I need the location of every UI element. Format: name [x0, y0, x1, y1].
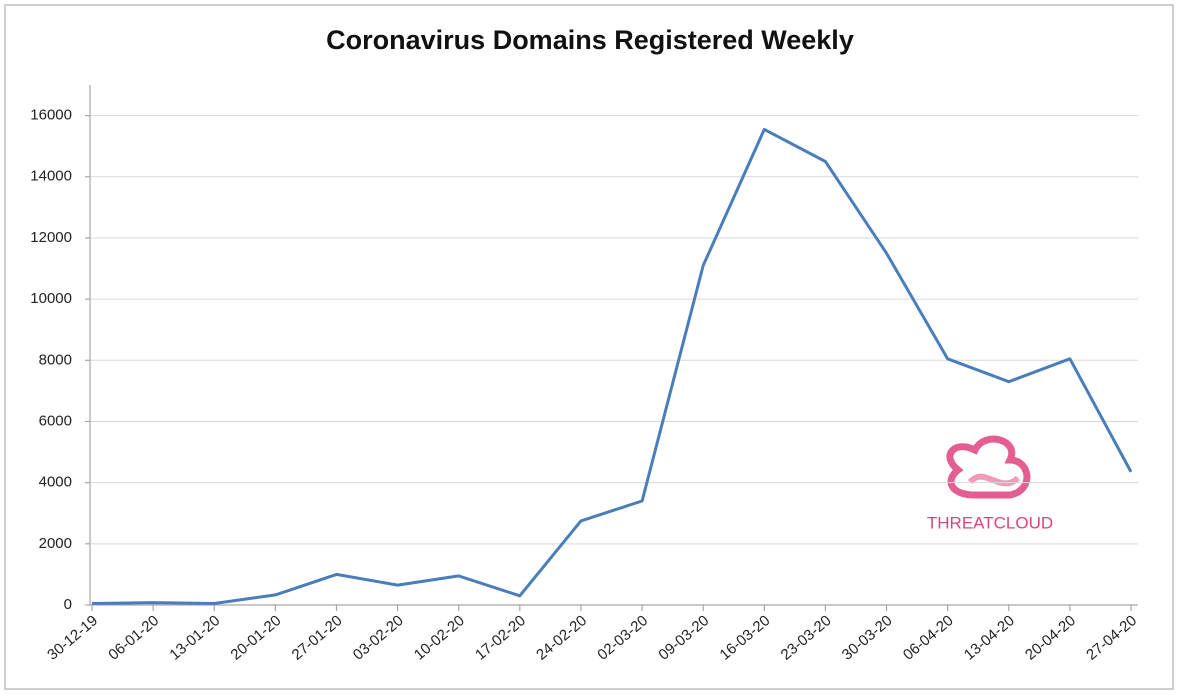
watermark: THREATCLOUD [927, 513, 1053, 532]
y-tick-label: 6000 [39, 412, 72, 429]
y-tick-label: 8000 [39, 351, 72, 368]
y-tick-label: 12000 [30, 229, 72, 246]
y-tick-label: 14000 [30, 168, 72, 185]
y-tick-label: 16000 [30, 107, 72, 124]
data-line [91, 127, 1133, 605]
chart-frame [4, 4, 1174, 690]
y-tick-label: 4000 [39, 474, 72, 491]
y-tick-label: 2000 [39, 535, 72, 552]
watermark-logo [946, 435, 1031, 499]
y-tick-label: 10000 [30, 290, 72, 307]
chart-title: Coronavirus Domains Registered Weekly [326, 25, 854, 55]
y-tick-label: 0 [64, 596, 72, 613]
